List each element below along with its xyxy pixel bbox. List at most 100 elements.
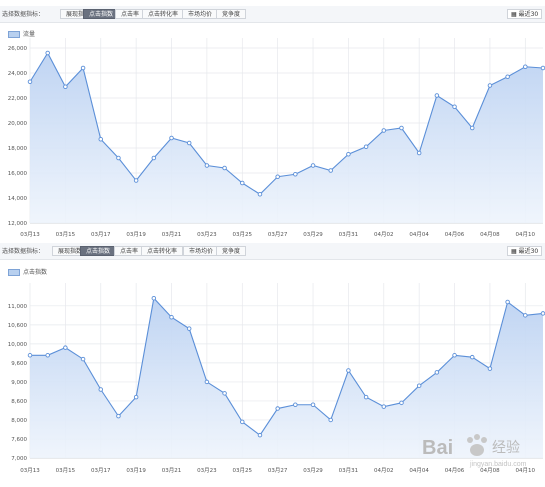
data-point xyxy=(257,191,263,197)
data-point xyxy=(204,379,210,385)
data-point xyxy=(487,83,493,88)
data-point xyxy=(27,353,33,358)
x-tick-label: 03月29 xyxy=(303,231,323,238)
data-point xyxy=(434,93,440,98)
x-tick-label: 03月27 xyxy=(268,467,288,474)
data-point xyxy=(505,74,510,79)
y-tick-label: 16,000 xyxy=(8,171,28,177)
series-line xyxy=(29,51,544,195)
calendar-icon: ▦ xyxy=(511,248,519,255)
data-point xyxy=(63,84,68,89)
x-tick-label: 03月25 xyxy=(233,467,253,474)
data-point xyxy=(204,163,210,168)
x-tick-label: 04月06 xyxy=(445,467,465,474)
y-tick-label: 11,000 xyxy=(8,304,28,310)
x-tick-label: 04月08 xyxy=(480,231,500,238)
tab-competition[interactable]: 竞争度 xyxy=(216,246,247,256)
data-point xyxy=(116,413,121,419)
x-tick-label: 03月31 xyxy=(339,231,359,238)
x-tick-label: 03月13 xyxy=(20,231,40,238)
data-point xyxy=(416,150,422,156)
range-label: 最近30 xyxy=(518,11,539,18)
y-tick-label: 26,000 xyxy=(8,46,28,52)
x-tick-label: 04月08 xyxy=(480,467,500,474)
data-point xyxy=(222,165,227,171)
data-point xyxy=(381,128,387,133)
x-tick-label: 04月02 xyxy=(374,467,394,474)
toolbar-bottom: 选择数据指标： 展现指数 点击指数 点击率 点击转化率 市场均价 竞争度 ▦ 最… xyxy=(0,243,545,260)
y-tick-label: 10,600 xyxy=(8,323,28,329)
x-tick-label: 03月23 xyxy=(197,231,217,238)
legend-top: 流量 xyxy=(8,29,35,38)
x-tick-label: 04月04 xyxy=(409,231,429,238)
paw-icon xyxy=(467,434,487,456)
data-point xyxy=(293,171,298,177)
series-line xyxy=(30,297,544,436)
y-tick-label: 7,000 xyxy=(11,456,27,462)
calendar-icon: ▦ xyxy=(511,11,519,18)
data-point xyxy=(452,353,457,358)
data-point xyxy=(98,387,104,392)
y-tick-label: 7,600 xyxy=(11,437,27,443)
data-point xyxy=(452,104,457,109)
data-point xyxy=(27,79,33,84)
data-point xyxy=(399,400,404,406)
data-point xyxy=(346,151,351,157)
data-point xyxy=(363,144,369,149)
toolbar-label: 选择数据指标： xyxy=(2,11,45,18)
y-tick-label: 24,000 xyxy=(8,71,28,77)
legend-bottom: 点击指数 xyxy=(8,267,47,276)
y-tick-label: 9,600 xyxy=(11,361,27,367)
range-label: 最近30 xyxy=(518,248,539,255)
data-point xyxy=(399,125,404,131)
range-select[interactable]: ▦ 最近30 xyxy=(507,9,543,19)
data-point xyxy=(63,345,68,350)
x-tick-label: 03月27 xyxy=(268,231,288,238)
tab-competition[interactable]: 竞争度 xyxy=(216,9,247,19)
data-point xyxy=(310,402,316,407)
x-tick-label: 03月17 xyxy=(91,231,111,238)
data-point xyxy=(416,383,422,388)
x-tick-label: 03月25 xyxy=(233,231,253,238)
area-fill xyxy=(30,53,543,223)
baidu-watermark: Bai 经验 jingyan.baidu.com xyxy=(422,434,527,468)
range-select[interactable]: ▦ 最近30 xyxy=(507,246,543,256)
data-point xyxy=(275,406,280,411)
data-point xyxy=(505,299,510,305)
x-tick-label: 04月10 xyxy=(516,467,536,474)
x-tick-label: 03月17 xyxy=(91,467,111,474)
legend-label: 点击指数 xyxy=(23,269,48,276)
data-point xyxy=(469,354,475,360)
x-tick-label: 03月15 xyxy=(56,467,76,474)
tab-conversion[interactable]: 点击转化率 xyxy=(141,246,184,256)
data-point xyxy=(151,155,157,161)
y-tick-label: 8,000 xyxy=(11,418,27,424)
legend-swatch xyxy=(8,31,20,38)
data-point xyxy=(98,136,104,142)
x-tick-label: 04月10 xyxy=(516,231,536,238)
x-tick-label: 03月21 xyxy=(162,231,182,238)
x-tick-label: 03月13 xyxy=(20,467,40,474)
data-point xyxy=(222,391,227,396)
legend-label: 流量 xyxy=(23,31,36,38)
y-tick-label: 20,000 xyxy=(8,121,28,127)
x-tick-label: 04月02 xyxy=(374,231,394,238)
y-tick-label: 18,000 xyxy=(8,146,28,152)
data-point xyxy=(133,394,139,400)
watermark-text: Bai xyxy=(422,437,453,459)
data-point xyxy=(45,353,50,358)
data-point xyxy=(469,125,475,131)
y-tick-label: 10,000 xyxy=(8,342,28,348)
data-point xyxy=(487,366,493,371)
data-point xyxy=(133,178,139,183)
toolbar-top: 选择数据指标： 展现指数 点击指数 点击率 点击转化率 市场均价 竞争度 ▦ 最… xyxy=(0,6,545,23)
x-tick-label: 04月06 xyxy=(445,231,465,238)
data-point xyxy=(169,135,174,141)
watermark-suffix: 经验 xyxy=(492,440,520,456)
data-point xyxy=(275,174,280,179)
data-point xyxy=(328,417,333,423)
y-tick-label: 9,000 xyxy=(11,380,27,386)
data-point xyxy=(434,370,440,375)
x-tick-label: 04月04 xyxy=(409,467,429,474)
